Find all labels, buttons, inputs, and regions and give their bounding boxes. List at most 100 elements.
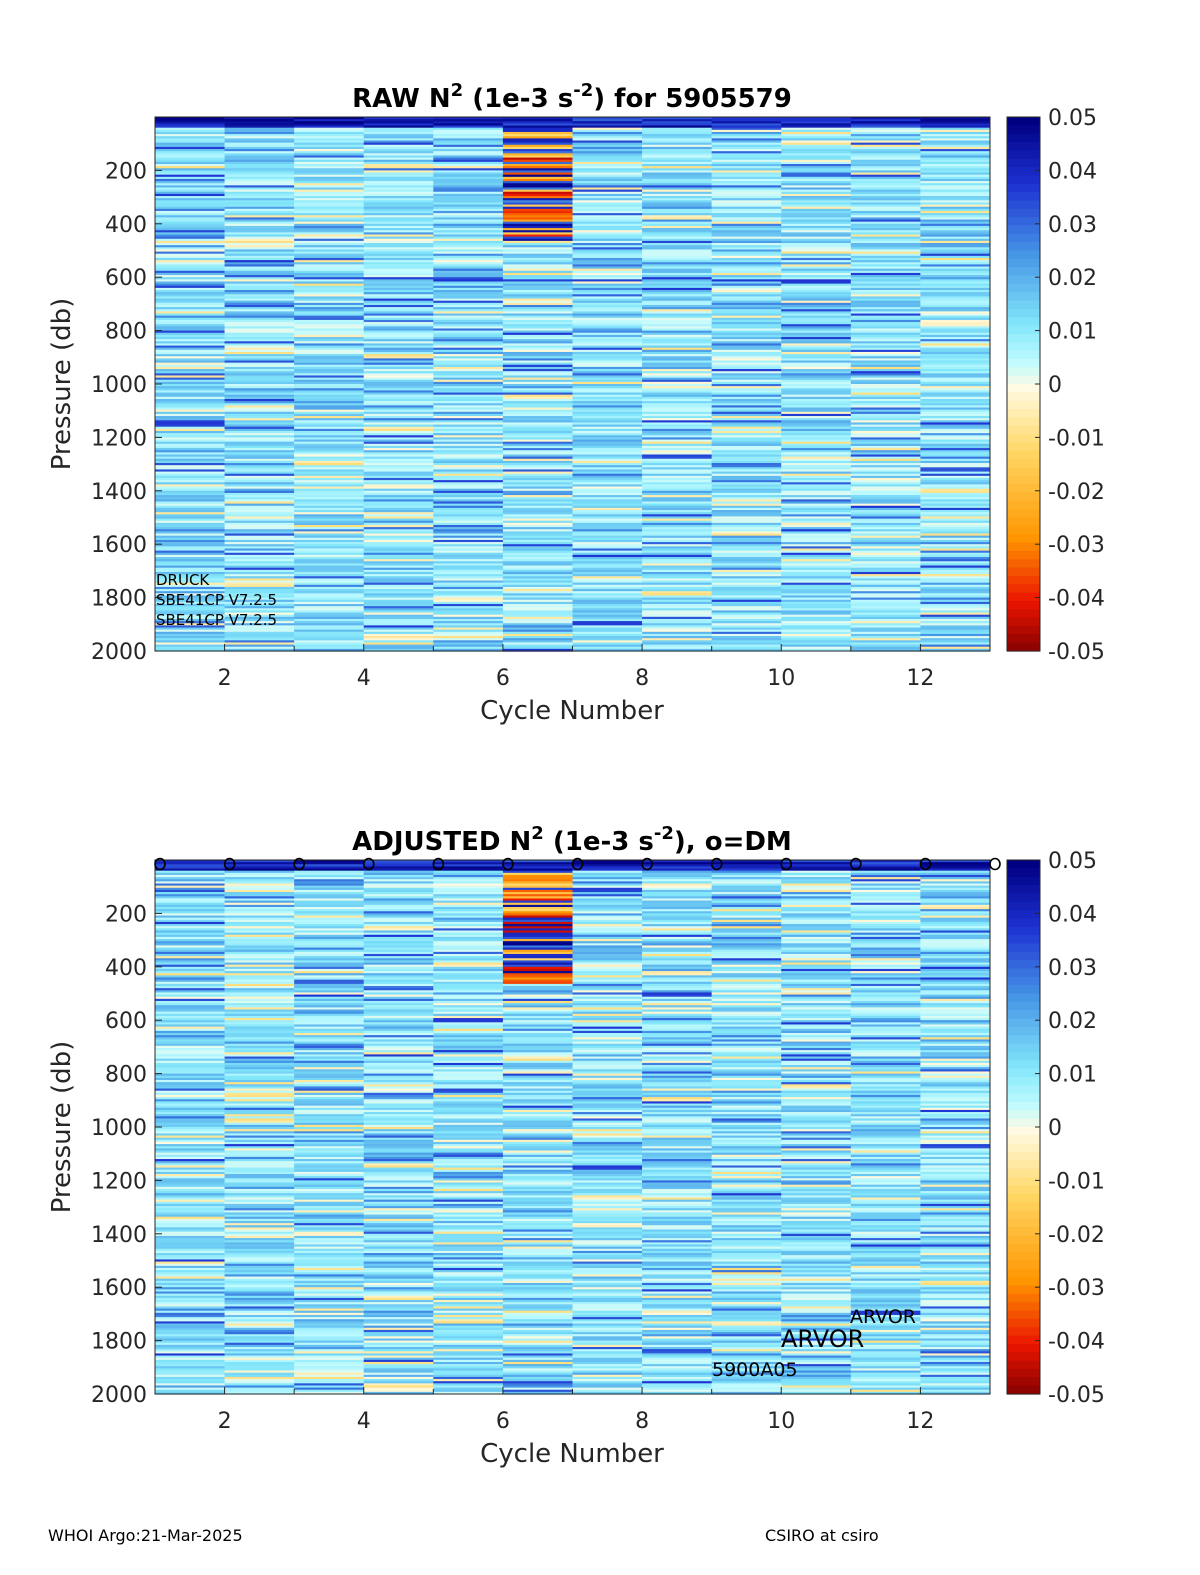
heatmap-cell [363,604,434,607]
heatmap-cell [155,1180,225,1184]
heatmap-cell [920,351,991,355]
heatmap-cell [920,510,991,513]
heatmap-cell [642,146,712,150]
heatmap-cell [363,185,434,189]
heatmap-cell [363,591,434,595]
heatmap-cell [572,945,643,949]
heatmap-cell [224,232,295,236]
heatmap-cell [781,559,852,562]
heatmap-cell [572,1203,643,1207]
heatmap-cell [850,606,921,609]
heatmap-cell [920,586,991,590]
heatmap-cell [642,559,712,562]
heatmap-cell [850,178,921,182]
heatmap-cell [294,544,365,548]
heatmap-cell [711,304,782,308]
heatmap-cell [850,324,921,328]
heatmap-cell [155,608,225,612]
heatmap-cell [294,591,365,595]
heatmap-cell [781,272,852,276]
heatmap-cell [155,187,225,191]
heatmap-cell [781,343,852,347]
heatmap-cell [294,1310,365,1314]
heatmap-cell [642,866,712,870]
heatmap-cell [642,157,712,161]
heatmap-cell [781,503,852,507]
heatmap-cell [155,121,225,125]
heatmap-cell [363,343,434,347]
heatmap-cell [155,1391,225,1395]
heatmap-cell [294,181,365,184]
heatmap-cell [155,341,225,345]
heatmap-cell [433,202,504,206]
heatmap-cell [433,309,504,313]
heatmap-cell [224,435,295,439]
heatmap-cell [433,1150,504,1154]
heatmap-cell [920,238,991,242]
heatmap-cell [502,326,573,330]
heatmap-cell [155,117,225,120]
heatmap-cell [502,1206,573,1209]
heatmap-cell [502,328,573,332]
heatmap-cell [363,460,434,464]
heatmap-cell [155,176,225,180]
heatmap-cell [224,245,295,248]
heatmap-cell [711,512,782,515]
heatmap-cell [502,435,573,439]
heatmap-cell [433,384,504,387]
heatmap-cell [850,136,921,140]
heatmap-cell [155,576,225,580]
heatmap-cell [502,356,573,360]
heatmap-cell [642,469,712,473]
heatmap-cell [224,1037,295,1041]
heatmap-cell [502,311,573,315]
heatmap-cell [224,1240,295,1244]
heatmap-cell [920,315,991,319]
heatmap-cell [363,1201,434,1205]
heatmap-cell [224,537,295,541]
heatmap-cell [155,347,225,351]
heatmap-cell [433,185,504,189]
heatmap-cell [850,633,921,637]
heatmap-cell [155,542,225,545]
heatmap-cell [363,868,434,872]
heatmap-cell [642,996,712,1000]
heatmap-cell [502,992,573,996]
heatmap-cell [572,1041,643,1045]
heatmap-cell [502,219,573,223]
heatmap-cell [224,1391,295,1395]
heatmap-cell [155,1124,225,1128]
heatmap-cell [224,1077,295,1081]
heatmap-cell [155,1385,225,1389]
heatmap-cell [502,172,573,176]
heatmap-cell [363,516,434,520]
heatmap-cell [642,149,712,152]
heatmap-cell [363,949,434,953]
heatmap-cell [433,302,504,306]
heatmap-cell [433,968,504,972]
heatmap-cell [920,268,991,272]
heatmap-cell [920,119,991,122]
heatmap-cell [433,213,504,216]
heatmap-cell [363,319,434,323]
heatmap-cell [850,364,921,368]
heatmap-cell [433,501,504,505]
heatmap-cell [155,392,225,396]
heatmap-cell [155,889,225,893]
heatmap-cell [155,1195,225,1199]
heatmap-cell [572,524,643,528]
heatmap-cell [294,1182,365,1186]
heatmap-cell [155,146,225,150]
heatmap-cell [572,1167,643,1171]
heatmap-cell [155,1210,225,1214]
heatmap-cell [224,416,295,419]
heatmap-cell [224,1233,295,1237]
heatmap-cell [572,1208,643,1212]
heatmap-cell [224,1325,295,1329]
heatmap-cell [155,238,225,242]
heatmap-cell [363,1129,434,1132]
heatmap-cell [572,1355,643,1359]
heatmap-cell [294,580,365,584]
heatmap-cell [502,642,573,646]
heatmap-cell [224,1073,295,1077]
